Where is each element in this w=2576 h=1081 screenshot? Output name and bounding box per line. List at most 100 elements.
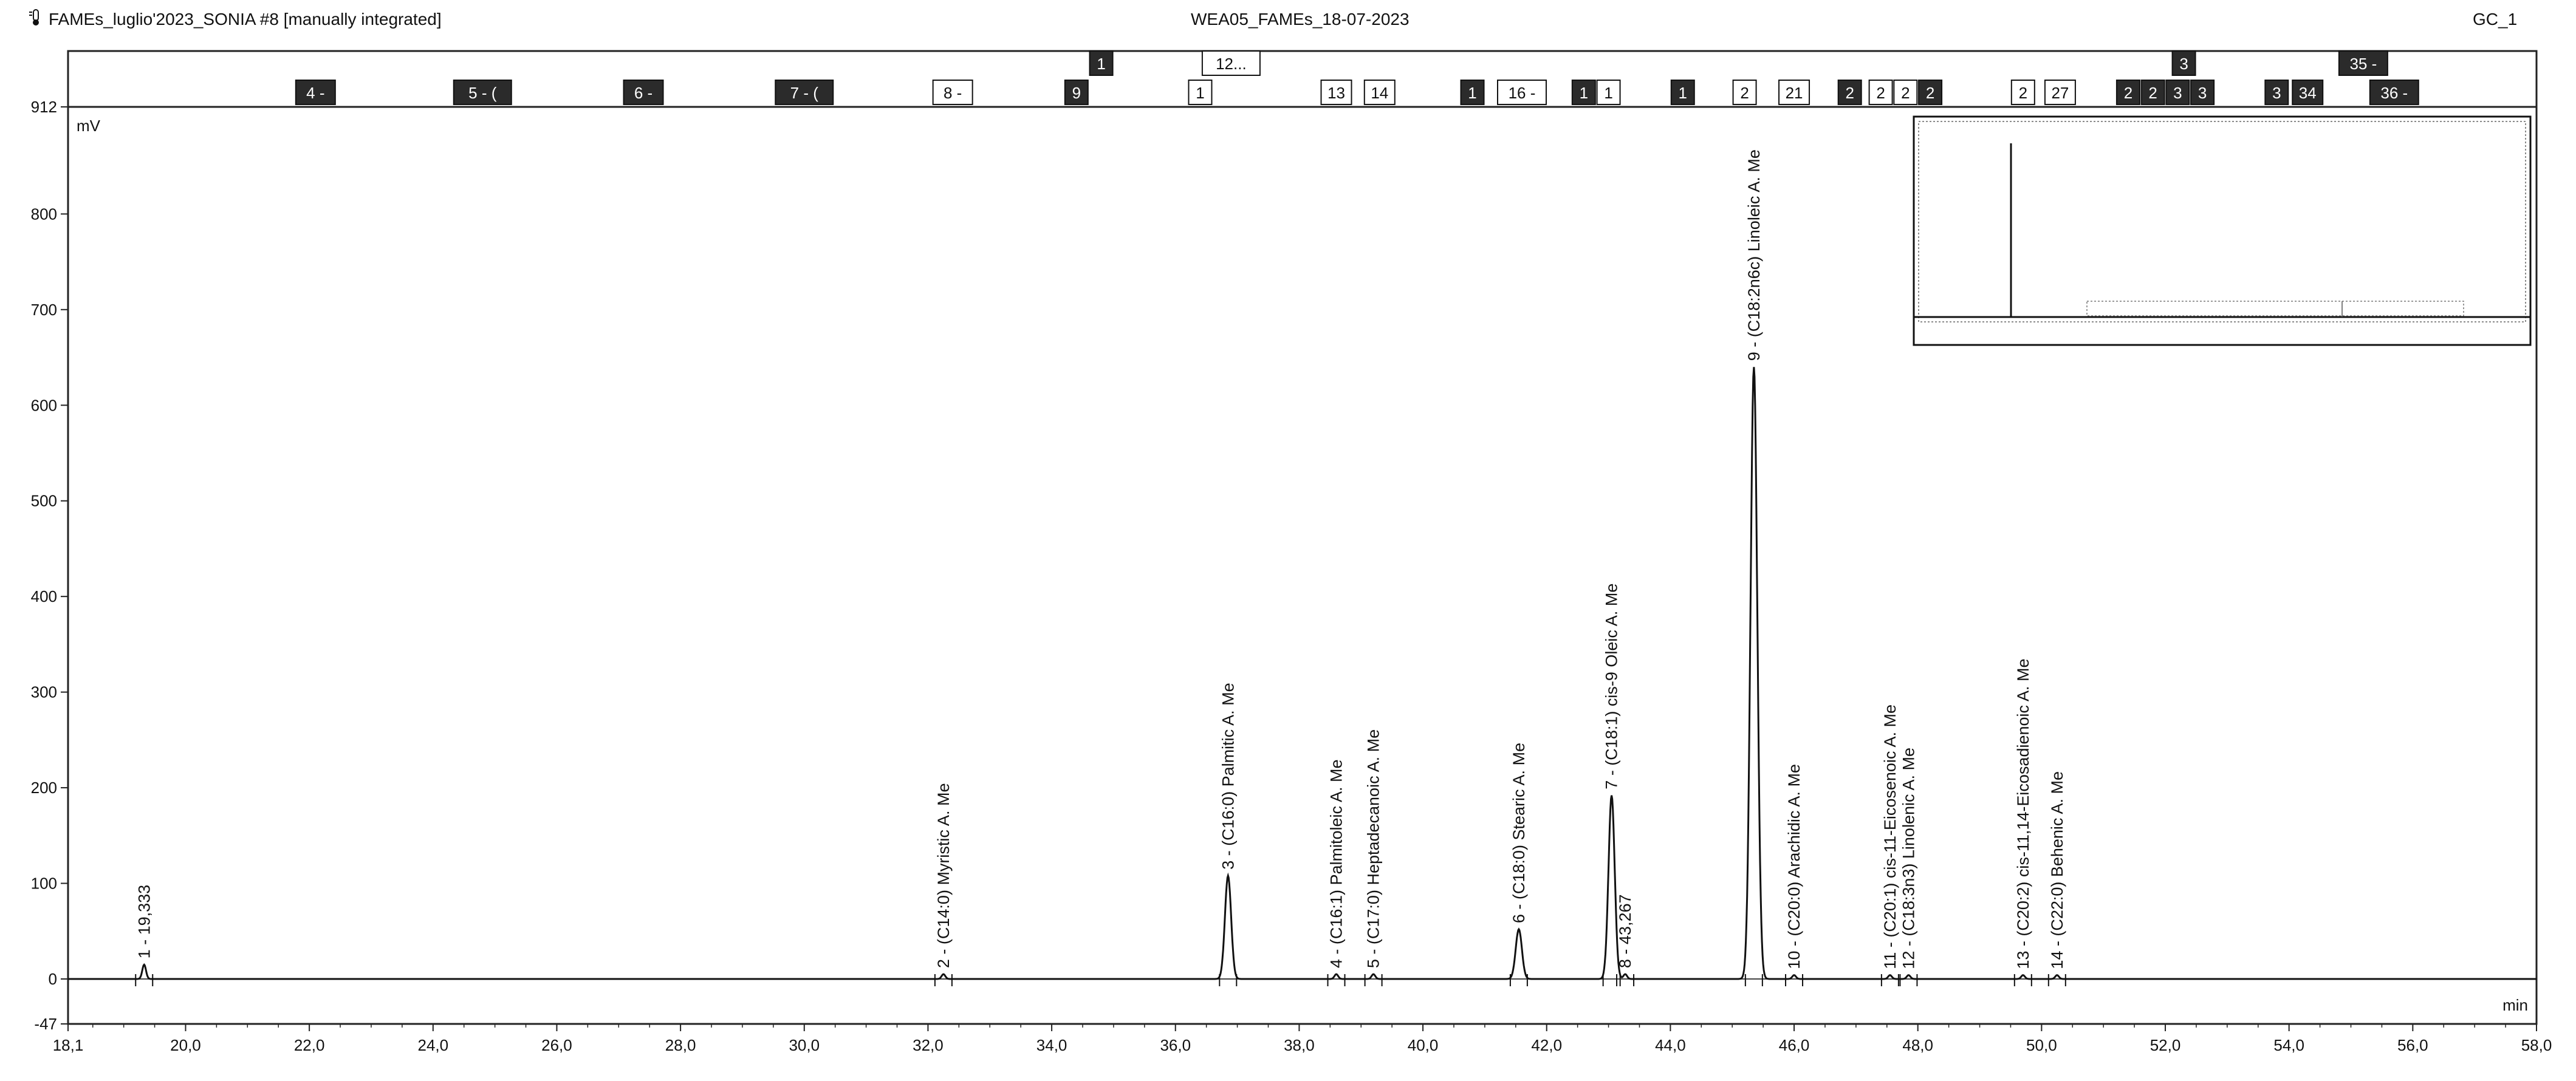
peak-event-box[interactable]: 2 [1918, 80, 1943, 105]
x-tick-label: 28,0 [665, 1036, 696, 1054]
peak-event-box[interactable]: 2 [2010, 80, 2035, 105]
peak-event-box[interactable]: 16 - [1496, 80, 1547, 105]
x-tick-label: 44,0 [1655, 1036, 1686, 1054]
peak-event-box-label: 1 [1196, 84, 1204, 102]
peak-event-box-label: 27 [2051, 84, 2069, 102]
peak-event-box[interactable]: 1 [1089, 50, 1114, 76]
x-tick-label: 52,0 [2150, 1036, 2181, 1054]
peak-event-box[interactable]: 34 [2292, 80, 2324, 105]
inset-range-box [2086, 301, 2464, 316]
sequence-title: WEA05_FAMEs_18-07-2023 [1191, 10, 1410, 29]
x-tick-label: 58,0 [2521, 1036, 2552, 1054]
peak-event-box-label: 34 [2299, 84, 2317, 102]
peak-label: 3 - (C16:0) Palmitic A. Me [1219, 683, 1237, 870]
peak-event-box[interactable]: 1 [1596, 80, 1621, 105]
x-tick-label: 32,0 [913, 1036, 944, 1054]
x-tick-label: 54,0 [2273, 1036, 2304, 1054]
peak-event-box[interactable]: 7 - ( [775, 80, 834, 105]
peak-event-box[interactable]: 2 [1837, 80, 1862, 105]
x-tick-label: 46,0 [1779, 1036, 1810, 1054]
peak-label: 12 - (C18:3n3) Linolenic A. Me [1899, 748, 1917, 969]
peak-event-box-frame [932, 80, 973, 105]
peak-event-box[interactable]: 36 - [2369, 80, 2419, 105]
peak-event-box-label: 3 [2173, 84, 2182, 102]
y-tick-label: 300 [31, 683, 57, 701]
peak-event-box[interactable]: 8 - [932, 80, 973, 105]
peak-event-box-frame [295, 80, 336, 105]
peak-event-box[interactable]: 3 [2165, 80, 2190, 105]
plot-frame [67, 50, 2538, 1025]
x-tick-label: 20,0 [170, 1036, 201, 1054]
peak-event-box-frame [2190, 80, 2215, 105]
peak-event-box[interactable]: 27 [2044, 80, 2076, 105]
peak-event-box-label: 6 - [634, 84, 653, 102]
peak-label: 13 - (C20:2) cis-11,14-Eicosadienoic A. … [2014, 658, 2032, 969]
peak-event-box-frame [1460, 80, 1485, 105]
peak-event-box[interactable]: 1 [1571, 80, 1596, 105]
peak-label: 14 - (C22:0) Behenic A. Me [2048, 771, 2066, 969]
peak-event-box-frame [1496, 80, 1547, 105]
peak-event-box-frame [2044, 80, 2076, 105]
peak-event-box[interactable]: 2 [2115, 80, 2140, 105]
window-title-bar: FAMEs_luglio'2023_SONIA #8 [manually int… [0, 0, 2576, 43]
peak-event-box[interactable]: 2 [1893, 80, 1918, 105]
x-tick-label: 26,0 [541, 1036, 572, 1054]
peak-event-box-frame [1596, 80, 1621, 105]
peak-event-box-frame [623, 80, 664, 105]
peak-event-box-frame [2171, 50, 2196, 76]
peak-label: 9 - (C18:2n6c) Linoleic A. Me [1745, 149, 1763, 361]
peak-event-box[interactable]: 13 [1320, 80, 1352, 105]
peak-event-box[interactable]: 5 - ( [453, 80, 512, 105]
peak-event-box-label: 2 [2148, 84, 2157, 102]
peak-event-box[interactable]: 12... [1201, 50, 1261, 76]
peak-event-box[interactable]: 2 [2140, 80, 2165, 105]
peak-event-box-frame [2292, 80, 2324, 105]
peak-event-box-frame [2165, 80, 2190, 105]
peak-event-box[interactable]: 2 [1868, 80, 1893, 105]
peak-event-box[interactable]: 4 - [295, 80, 336, 105]
peak-event-box-frame [1363, 80, 1396, 105]
inset-zoom-area [1918, 121, 2526, 322]
peak-event-box-label: 21 [1786, 84, 1803, 102]
peak-event-box[interactable]: 3 [2190, 80, 2215, 105]
peak-label: 10 - (C20:0) Arachidic A. Me [1785, 764, 1803, 969]
peak-event-box-label: 1 [1604, 84, 1612, 102]
peak-event-box-frame [1893, 80, 1918, 105]
peak-event-box[interactable]: 3 [2171, 50, 2196, 76]
y-tick-label: 500 [31, 492, 57, 510]
peak-event-box[interactable]: 14 [1363, 80, 1396, 105]
peak-label: 2 - (C14:0) Myristic A. Me [934, 783, 953, 969]
peak-event-box[interactable]: 9 [1064, 80, 1089, 105]
x-tick-label: 22,0 [294, 1036, 325, 1054]
peak-event-box[interactable]: 35 - [2338, 50, 2388, 76]
x-tick-label: 50,0 [2026, 1036, 2057, 1054]
y-tick-label: 100 [31, 875, 57, 893]
peak-event-box-frame [2010, 80, 2035, 105]
peak-event-box[interactable]: 1 [1188, 80, 1213, 105]
y-tick-label: -47 [34, 1015, 57, 1033]
peak-event-box[interactable]: 2 [1732, 80, 1757, 105]
peak-event-box[interactable]: 1 [1460, 80, 1485, 105]
peak-event-box-label: 1 [1097, 55, 1105, 73]
peak-event-box-frame [1089, 50, 1114, 76]
peak-event-box[interactable]: 1 [1670, 80, 1695, 105]
y-tick-label: 700 [31, 301, 57, 319]
peak-event-box-label: 4 - [306, 84, 324, 102]
peak-event-box-frame [1188, 80, 1213, 105]
peak-event-box[interactable]: 3 [2264, 80, 2289, 105]
peak-event-box[interactable]: 6 - [623, 80, 664, 105]
peak-event-box-label: 14 [1371, 84, 1388, 102]
peak-label: 6 - (C18:0) Stearic A. Me [1510, 743, 1528, 923]
peak-event-box-label: 2 [1876, 84, 1885, 102]
peak-label: 1 - 19,333 [135, 885, 153, 959]
peak-event-box[interactable]: 21 [1778, 80, 1810, 105]
peak-event-box-frame [775, 80, 834, 105]
peak-event-box-frame [1918, 80, 1943, 105]
x-tick-label: 30,0 [789, 1036, 820, 1054]
peak-event-box-label: 2 [1740, 84, 1749, 102]
peak-event-box-frame [1868, 80, 1893, 105]
peak-label: 11 - (C20:1) cis-11-Eicosenoic A. Me [1881, 704, 1899, 969]
peak-event-box-label: 3 [2198, 84, 2207, 102]
peak-label: 4 - (C16:1) Palmitoleic A. Me [1327, 759, 1346, 968]
